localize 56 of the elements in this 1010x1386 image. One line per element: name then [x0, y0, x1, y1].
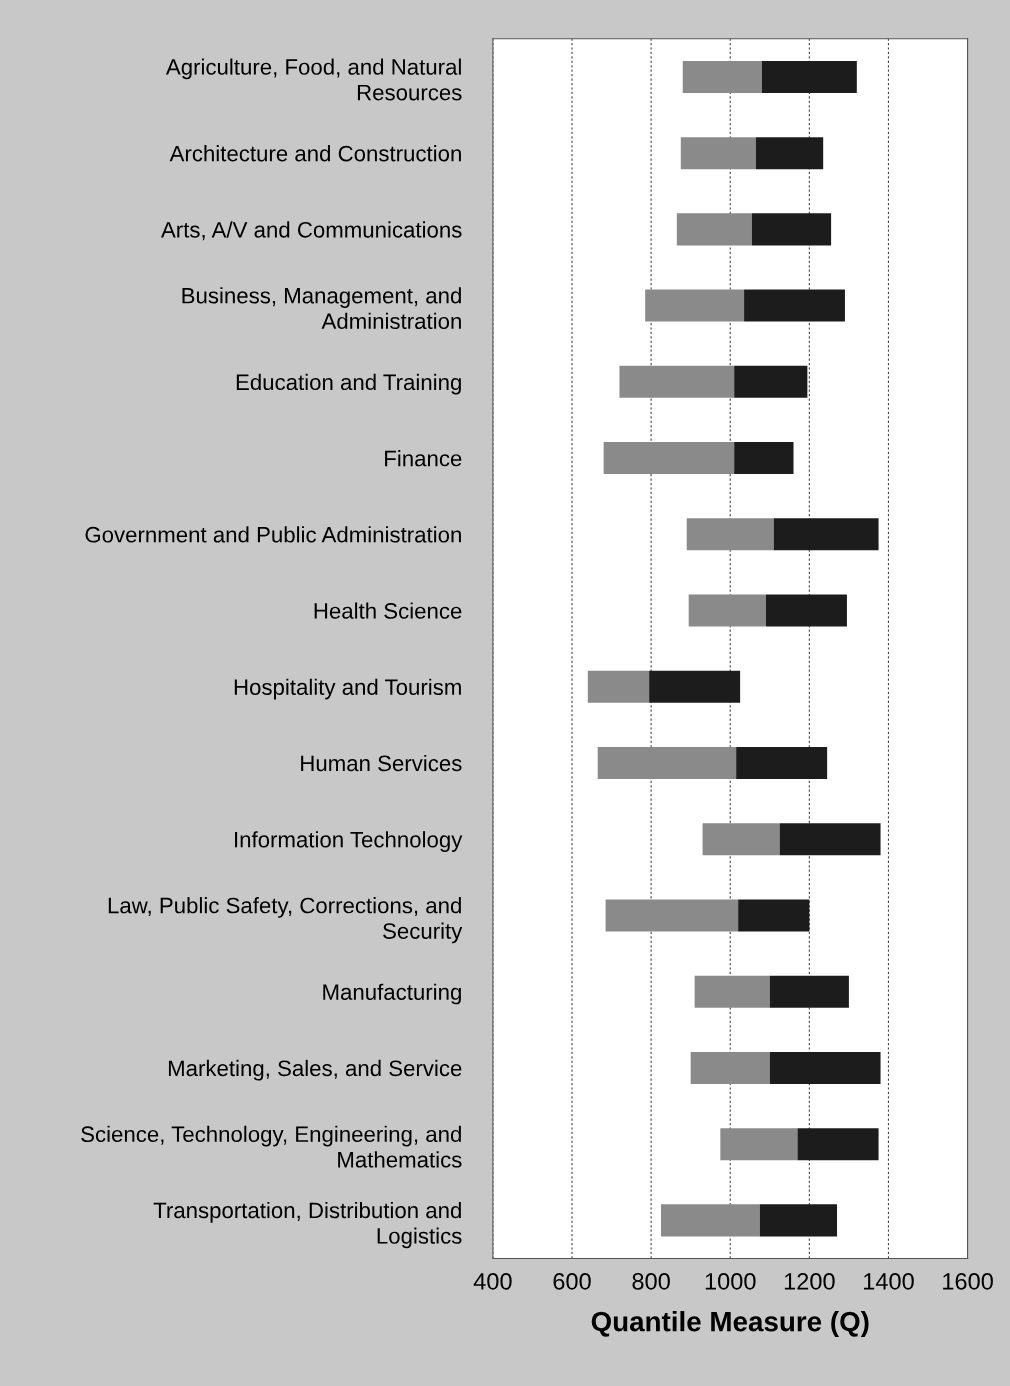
y-tick-label: Law, Public Safety, Corrections, and Security [108, 897, 463, 944]
y-tick-label: Human Services [301, 754, 462, 772]
bar [587, 670, 650, 703]
y-tick-label: Health Science [314, 602, 462, 619]
bar [761, 60, 857, 93]
bar [690, 1051, 770, 1084]
y-tick-label: Architecture and Construction [169, 145, 461, 162]
bar [734, 365, 808, 398]
bar [755, 137, 824, 170]
bar [649, 670, 741, 703]
bar [759, 1204, 838, 1237]
bar [605, 899, 739, 932]
bar [688, 594, 766, 627]
y-tick-label: Manufacturing [323, 983, 461, 1005]
bar [797, 1128, 879, 1161]
y-tick-label: Agriculture, Food, and Natural Resources [165, 58, 462, 101]
y-tick-label: Government and Public Administration [85, 526, 461, 543]
bar [603, 442, 735, 475]
bar [619, 365, 735, 398]
bar [676, 213, 752, 246]
x-tick-label: 1200 [784, 1273, 835, 1290]
bar [661, 1204, 760, 1237]
bar [720, 1128, 798, 1161]
bar [738, 899, 810, 932]
bar [769, 1051, 881, 1084]
y-tick-label: Information Technology [235, 831, 463, 852]
x-tick-label: 800 [632, 1273, 670, 1290]
x-axis-title: Quantile Measure (Q) [591, 1311, 869, 1337]
y-tick-label: Arts, A/V and Communications [161, 221, 462, 241]
y-tick-label: Marketing, Sales, and Service [168, 1059, 462, 1081]
y-tick-label: Business, Management, and Administration [182, 287, 461, 330]
bar [769, 975, 849, 1008]
y-tick-label: Finance [385, 450, 462, 467]
bar [734, 442, 794, 475]
bar [645, 289, 745, 322]
y-tick-label: Transportation, Distribution and Logistics [153, 1201, 462, 1249]
bar [702, 823, 780, 856]
bar [736, 746, 828, 779]
bar [597, 746, 737, 779]
y-tick-label: Science, Technology, Engineering, and Mathematics [81, 1125, 462, 1168]
y-tick-label: Hospitality and Tourism [234, 678, 461, 700]
y-tick-label: Education and Training [236, 373, 461, 395]
x-tick-label: 1000 [705, 1273, 756, 1290]
bar [765, 594, 847, 627]
bar [680, 137, 756, 170]
x-tick-label: 1600 [943, 1273, 993, 1290]
bar [773, 518, 879, 551]
bar [694, 975, 770, 1008]
bar [682, 60, 762, 93]
bar [744, 289, 845, 322]
bar [779, 823, 881, 856]
x-tick-label: 600 [553, 1273, 591, 1290]
bar [686, 518, 774, 551]
x-tick-label: 1400 [864, 1273, 914, 1290]
x-tick-label: 400 [473, 1273, 512, 1290]
bar [751, 213, 832, 246]
